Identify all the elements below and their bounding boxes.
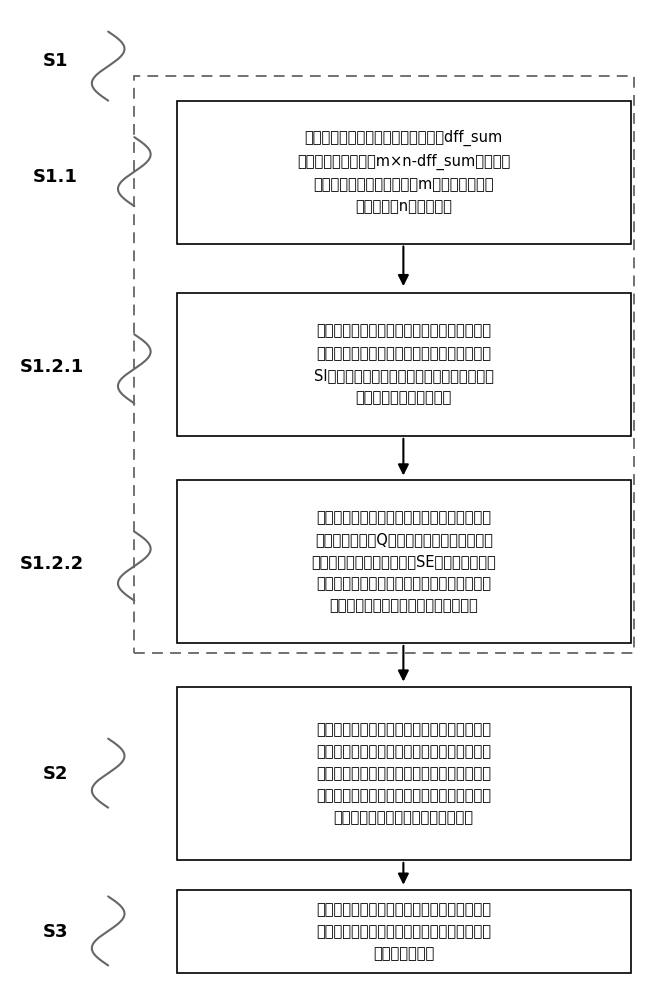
Text: S2: S2 [43,765,68,783]
Text: 修改扫描链中各扫描单元的捕获响应输出路径
，在扫描单元的Q端后设置一个三态门，将三
态门的使用端与扫描单元的SE端连接，将各扫
描链中位置序号相同的扫描单元的三: 修改扫描链中各扫描单元的捕获响应输出路径 ，在扫描单元的Q端后设置一个三态门，将… [311,510,496,614]
Text: S3: S3 [43,923,68,941]
Text: S1.1: S1.1 [33,168,78,186]
Bar [177,480,631,643]
Text: S1.2.1: S1.2.1 [20,358,84,376]
Text: 同时对所有扫描链施加捕获时钟，同时捕获各
扫描链中扫描单元的响应输出，并依次输出所
捕获的响应输出: 同时对所有扫描链施加捕获时钟，同时捕获各 扫描链中扫描单元的响应输出，并依次输出… [316,902,491,961]
Text: 获取所述被测电路中扫描单元的总数dff_sum
，向被测电路中增加m×n-dff_sum个扫描单
元，将所述被测电路划分为m条扫描链，每条
扫描链包含n个扫描单: 获取所述被测电路中扫描单元的总数dff_sum ，向被测电路中增加m×n-dff… [297,130,510,214]
Text: S1: S1 [43,52,68,70]
Text: S1.2.2: S1.2.2 [20,555,84,573]
Bar [134,76,634,653]
Bar [177,293,631,436]
Bar [177,890,631,973]
Text: 依次为每条扫描链施加长度为一个测试时针周
期的测试使能信号和长度为半个测试时钟周期
的测试时钟脉冲，为每条扫描链施加的所述测
试时钟脉冲均比所述测试使能信号晚半: 依次为每条扫描链施加长度为一个测试时针周 期的测试使能信号和长度为半个测试时钟周… [316,722,491,826]
Text: 修改扫描链中各扫描单元的测试激励的施加路
径，将各扫描链中位置序号相同的扫描单元的
SI端并联，共用同一个测试激励施加端口，建
立起被测电路的并行输入: 修改扫描链中各扫描单元的测试激励的施加路 径，将各扫描链中位置序号相同的扫描单元… [313,324,494,405]
Bar [177,101,631,244]
Bar [177,687,631,860]
